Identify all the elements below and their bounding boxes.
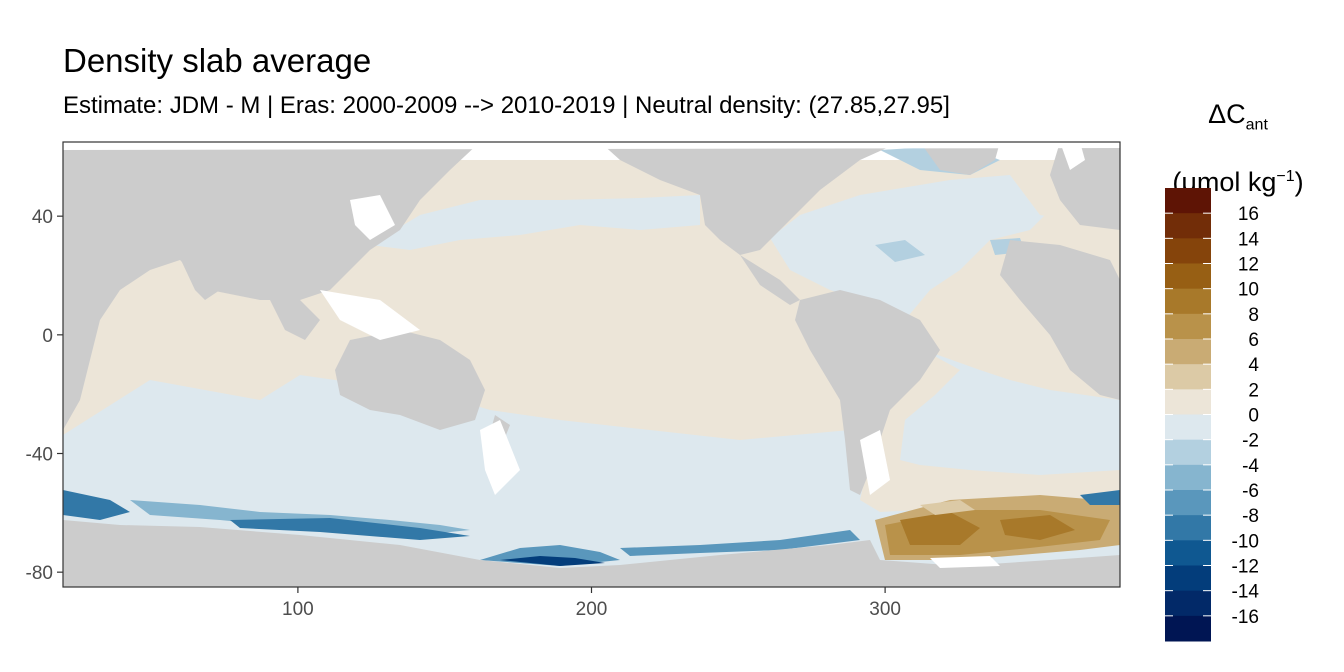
legend-labels: 16 14 12 10 8 6 4 2 0 -2 -4 -6 -8 -10 -12 -14 -16 [1165, 204, 1259, 628]
no-data-weddell-coast [930, 556, 1000, 568]
antarctic-coast-blue-far-east [1080, 490, 1120, 505]
legend-tick-label: 0 [1248, 406, 1259, 427]
land-central-america [740, 255, 800, 305]
legend-tick-label: 14 [1238, 229, 1260, 250]
legend-colorbar [1165, 188, 1211, 642]
legend-tick-label: 4 [1248, 355, 1259, 376]
land-australia [335, 330, 485, 430]
no-data-arctic [63, 142, 1120, 150]
legend-color-bin [1165, 288, 1211, 315]
x-tick-label: 200 [576, 599, 608, 620]
legend-color-bin [1165, 590, 1211, 617]
land-antarctica [63, 520, 1120, 587]
legend-color-bin [1165, 515, 1211, 541]
legend-color-bin [1165, 565, 1211, 592]
weddell-positive-core [900, 512, 980, 545]
legend-tick-label: 2 [1248, 380, 1259, 401]
y-tick-label: -40 [26, 445, 53, 466]
no-data-chile [860, 430, 890, 495]
land-south-america [795, 290, 940, 495]
legend-color-bin [1165, 238, 1211, 264]
legend-color-bin [1165, 364, 1211, 390]
weddell-light-patch [920, 500, 975, 515]
no-data-regions [63, 142, 1120, 568]
legend-tick-label: 10 [1238, 280, 1259, 301]
legend-title-variable: ΔCant [1208, 99, 1268, 134]
legend-title: ΔCant (μmol kg−1) [1160, 88, 1316, 208]
y-axis: 40 0 -40 -80 [26, 207, 63, 584]
land-north-america [600, 142, 900, 255]
y-tick-label: -80 [26, 563, 53, 584]
legend-tick-label: -4 [1242, 456, 1259, 477]
chart-title: Density slab average [63, 42, 372, 79]
legend-color-bin [1165, 313, 1211, 340]
no-data-japan-sea [350, 195, 395, 240]
legend-tick-label: -10 [1232, 531, 1259, 552]
land-africa-atlantic [1000, 240, 1120, 400]
y-tick-label: 0 [42, 326, 53, 347]
legend-tick-label: -6 [1242, 481, 1259, 502]
legend-color-bin [1165, 540, 1211, 566]
atlantic-negative [770, 175, 1120, 475]
legend-color-bin [1165, 439, 1211, 466]
atlantic-blue-patch [875, 240, 925, 262]
land-greenland [920, 142, 1000, 175]
no-data-tasman [480, 420, 520, 495]
legend-tick-label: -8 [1242, 506, 1259, 527]
legend-tick-label: -16 [1232, 607, 1259, 628]
legend-title-unit: (μmol kg−1) [1172, 167, 1304, 198]
antarctic-coast-blue-east [63, 490, 130, 520]
legend-color-bin [1165, 414, 1211, 441]
legend-tick-label: 16 [1238, 204, 1259, 225]
legend-color-bin [1165, 339, 1211, 365]
north-pacific-negative [370, 195, 700, 250]
land-india [180, 258, 220, 300]
map-panel [63, 142, 1120, 587]
chart-subtitle: Estimate: JDM - M | Eras: 2000-2009 --> … [63, 92, 950, 119]
legend-color-bin [1165, 464, 1211, 491]
x-axis: 100 200 300 [282, 587, 901, 620]
legend-tick-label: 12 [1238, 255, 1259, 276]
y-tick-label: 40 [32, 207, 53, 228]
no-data-indonesia [320, 290, 420, 340]
weddell-positive-core-2 [1000, 515, 1075, 540]
legend-tick-label: 6 [1248, 330, 1259, 351]
legend-color-bin [1165, 389, 1211, 415]
legend-color-bin [1165, 213, 1211, 239]
ross-sea-negative-deep [500, 556, 605, 566]
land-europe [1050, 142, 1120, 230]
no-data-north-atlantic-shelf [1060, 142, 1085, 170]
legend-color-bin [1165, 490, 1211, 516]
legend-color-bin [1165, 615, 1211, 642]
antarctic-coast-blue-edge [230, 518, 470, 540]
x-tick-label: 100 [282, 599, 314, 620]
antarctic-coast-blue-pacific [620, 530, 860, 556]
legend-color-bin [1165, 263, 1211, 290]
legend-tick-label: -14 [1232, 582, 1260, 603]
legend-tick-label: -2 [1242, 431, 1259, 452]
legend-color-bin [1165, 188, 1211, 214]
legend-tick-label: -12 [1232, 557, 1259, 578]
legend-tick-label: 8 [1248, 305, 1259, 326]
x-tick-label: 300 [869, 599, 901, 620]
land-se-asia [270, 300, 320, 340]
